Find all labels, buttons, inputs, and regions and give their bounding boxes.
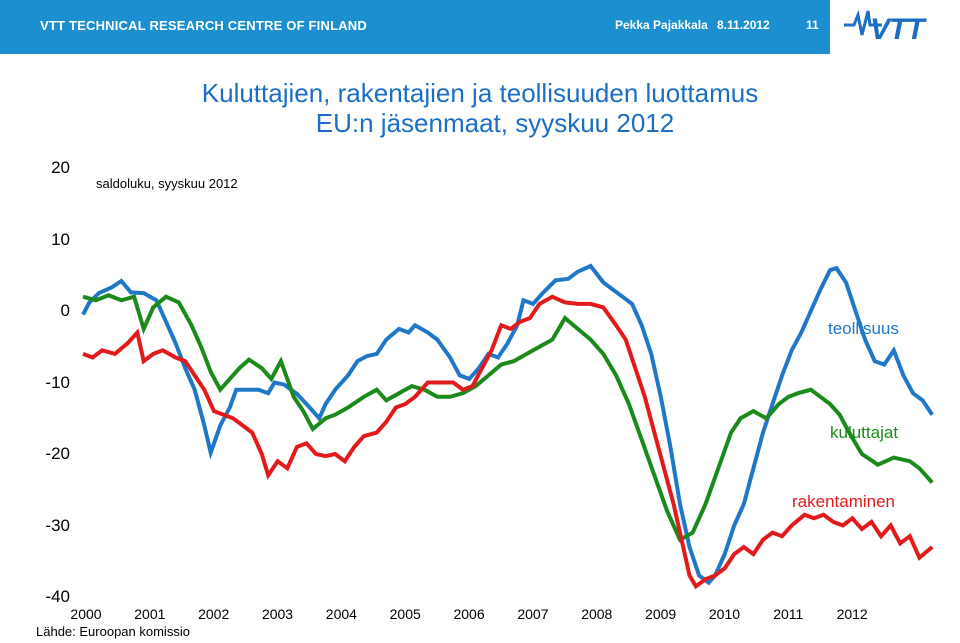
x-tick-label: 2004 <box>325 606 357 622</box>
header-bar <box>0 0 830 54</box>
chart-title: Kuluttajien, rakentajien ja teollisuuden… <box>0 78 960 138</box>
slide-number: 11 <box>806 18 819 32</box>
title-line-1: Kuluttajien, rakentajien ja teollisuuden… <box>201 78 759 108</box>
source-note: Lähde: Euroopan komissio <box>36 624 190 639</box>
series-line-teollisuus <box>81 263 934 586</box>
y-tick-label: 20 <box>51 158 70 177</box>
x-tick-label: 2001 <box>134 606 166 622</box>
y-tick-label: -30 <box>45 515 70 535</box>
x-tick-label: 2005 <box>389 606 421 622</box>
series-label-teollisuus: teollisuus <box>828 319 899 338</box>
series-label-kuluttajat: kuluttajat <box>830 423 899 442</box>
x-tick-label: 2006 <box>453 606 485 622</box>
y-tick-label: 0 <box>60 301 70 320</box>
title-line-2: EU:n jäsenmaat, syyskuu 2012 <box>315 108 675 138</box>
x-tick-label: 2003 <box>261 606 294 622</box>
logo-swoosh-icon <box>844 9 882 36</box>
x-tick-label: 2007 <box>517 606 549 622</box>
x-tick-label: 2002 <box>198 606 230 622</box>
y-tick-label: -20 <box>45 444 70 463</box>
x-tick-label: 2012 <box>836 606 868 622</box>
x-tick-label: 2010 <box>708 606 741 622</box>
logo-text: VTT <box>870 13 925 46</box>
x-tick-label: 2011 <box>773 606 804 622</box>
author-name: Pekka Pajakkala <box>615 18 708 32</box>
x-tick-label: 2009 <box>645 606 677 622</box>
unit-label: saldoluku, syyskuu 2012 <box>96 176 238 191</box>
y-tick-label: -10 <box>45 372 70 392</box>
series-line-kuluttajat <box>82 293 934 543</box>
y-tick-label: -40 <box>45 587 70 606</box>
series-line-rakentaminen <box>82 294 934 590</box>
presentation-date: 8.11.2012 <box>717 18 770 32</box>
x-tick-label: 2000 <box>70 606 102 622</box>
y-tick-label: 10 <box>51 229 70 249</box>
vtt-logo: VTT <box>842 3 958 51</box>
series-label-rakentaminen: rakentaminen <box>792 492 896 511</box>
x-tick-label: 2008 <box>581 606 613 622</box>
org-name: VTT TECHNICAL RESEARCH CENTRE OF FINLAND <box>40 18 367 33</box>
